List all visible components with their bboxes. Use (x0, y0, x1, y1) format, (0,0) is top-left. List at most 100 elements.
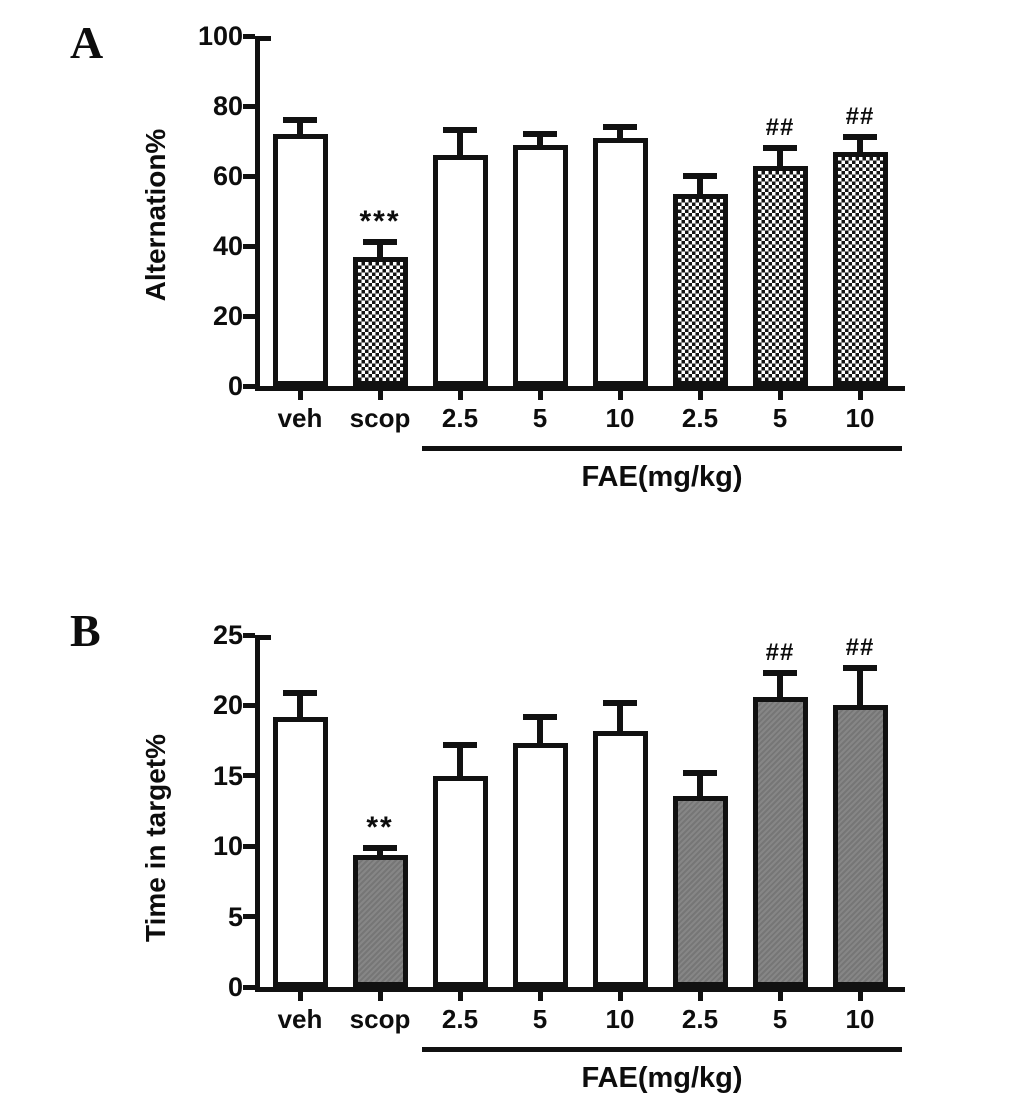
y-axis-tick-label: 5 (227, 901, 243, 932)
y-axis-tick-label: 0 (227, 371, 243, 401)
x-axis-tick (857, 391, 863, 400)
significance-annotation: ## (765, 639, 795, 667)
x-axis-tick (457, 391, 463, 400)
x-axis-tick-label: scop (349, 1004, 411, 1034)
x-axis-tick (697, 391, 703, 400)
x-axis-tick (537, 391, 543, 400)
y-axis-tick (243, 773, 255, 779)
error-bar-cap (843, 134, 877, 140)
significance-annotation: *** (359, 205, 401, 238)
error-bar-stem (297, 120, 303, 136)
x-axis-tick (697, 992, 703, 1001)
error-bar-stem (617, 127, 623, 140)
error-bar-stem (777, 148, 783, 168)
y-axis-top-tick (260, 36, 271, 41)
error-bar-cap (763, 144, 797, 151)
x-axis-tick-label: 2.5 (441, 1004, 479, 1034)
error-bar-cap (283, 689, 317, 696)
y-axis-tick (243, 173, 255, 179)
error-bar-stem (537, 717, 543, 746)
bar (432, 155, 488, 386)
bar (832, 705, 888, 987)
x-axis-tick (457, 992, 463, 1001)
bar (432, 775, 488, 987)
error-bar-stem (857, 138, 863, 154)
error-bar-stem (377, 848, 383, 857)
x-axis-tick-label: 2.5 (681, 403, 719, 433)
y-axis-tick (243, 632, 255, 638)
significance-annotation: ## (765, 113, 795, 141)
x-axis-tick-label: 10 (605, 1004, 635, 1034)
x-axis-tick (297, 992, 303, 1001)
error-bar-stem (457, 746, 463, 778)
bar (272, 716, 328, 987)
bar (752, 165, 808, 386)
x-axis-tick-label: 2.5 (681, 1004, 719, 1034)
y-axis-tick-label: 25 (212, 620, 243, 650)
error-bar-cap (523, 713, 557, 720)
x-axis-tick (537, 992, 543, 1001)
x-axis-tick (617, 992, 623, 1001)
error-bar-cap (283, 116, 317, 123)
bar (672, 795, 728, 987)
x-axis-tick (857, 992, 863, 1001)
x-axis-tick (617, 391, 623, 400)
y-axis-tick-label: 10 (212, 831, 243, 862)
panel-a-plot-area: 0 20 40 60 80 100 veh *** scop 2.5 5 10 2.5 ## 5 ## 10 FA… (198, 21, 905, 493)
y-axis-tick (243, 702, 255, 708)
error-bar-cap (683, 172, 717, 179)
y-axis-tick-label: 60 (212, 161, 243, 191)
error-bar-cap (603, 123, 637, 130)
y-axis-tick (243, 103, 255, 109)
group-axis-label: FAE(mg/kg) (581, 1062, 743, 1094)
x-axis-tick-label: 10 (845, 1004, 875, 1034)
y-axis-tick-label: 40 (212, 231, 243, 261)
x-axis-tick (377, 992, 383, 1001)
x-axis-tick (777, 391, 783, 400)
x-axis-tick-label: 5 (532, 1004, 548, 1034)
x-axis-tick-label: 10 (605, 403, 635, 433)
error-bar-cap (443, 742, 477, 749)
error-bar-stem (297, 693, 303, 719)
significance-annotation: ## (845, 103, 875, 130)
bar (672, 193, 728, 386)
bar (272, 134, 328, 386)
x-axis-tick-label: veh (277, 403, 323, 433)
y-axis-top-tick (260, 635, 271, 640)
bar (512, 743, 568, 987)
x-axis-tick-label: 5 (532, 403, 548, 433)
x-axis-tick-label: 5 (772, 1004, 788, 1034)
x-axis-tick (297, 391, 303, 400)
error-bar-cap (843, 664, 877, 671)
error-bar-stem (537, 134, 543, 147)
group-underline (422, 1047, 902, 1052)
error-bar-stem (777, 674, 783, 699)
error-bar-stem (697, 774, 703, 798)
error-bar-stem (377, 243, 383, 259)
error-bar-stem (617, 703, 623, 733)
error-bar-cap (443, 127, 477, 133)
y-axis-tick-label: 80 (212, 91, 243, 121)
x-axis-tick-label: 5 (772, 403, 788, 433)
error-bar-cap (763, 670, 797, 677)
y-axis-tick (243, 914, 255, 920)
bar (592, 730, 648, 987)
x-axis-tick-label: scop (349, 403, 411, 433)
significance-annotation: ** (366, 810, 394, 844)
significance-annotation: ## (845, 633, 875, 661)
error-bar-cap (363, 239, 397, 245)
y-axis-tick-label: 20 (212, 690, 243, 721)
x-axis-tick-label: 2.5 (441, 403, 479, 433)
error-bar-cap (683, 770, 717, 777)
y-axis-tick (243, 383, 255, 389)
y-axis-tick (243, 33, 255, 39)
panel-a-y-axis-title: Alternation% (140, 128, 171, 302)
y-axis-tick-label: 15 (212, 760, 243, 791)
panel-a-letter: A (70, 17, 104, 68)
y-axis-tick-label: 20 (212, 301, 243, 331)
error-bar-cap (523, 130, 557, 137)
bar (352, 256, 408, 386)
y-axis-tick (243, 243, 255, 249)
panel-b-y-axis-title: Time in target% (140, 734, 171, 942)
